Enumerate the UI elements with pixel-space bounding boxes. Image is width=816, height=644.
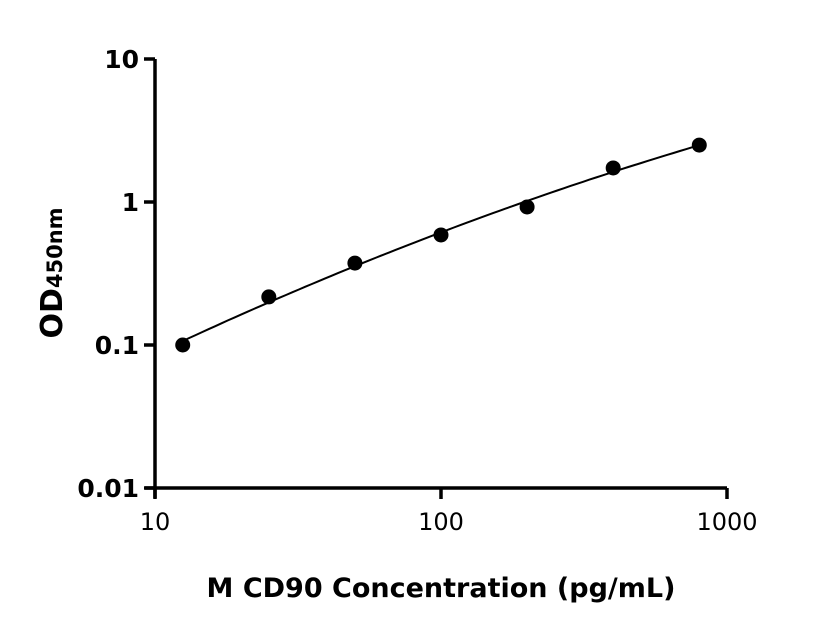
- axes: 0.01 0.1 1 10 10 100 1000: [77, 45, 757, 536]
- y-tick-label: 1: [122, 188, 139, 217]
- data-point: [175, 337, 191, 353]
- y-tick-label: 0.1: [95, 331, 139, 360]
- data-point: [433, 227, 449, 243]
- x-axis-label: M CD90 Concentration (pg/mL): [207, 573, 676, 604]
- x-tick-label: 10: [140, 508, 171, 536]
- fit-curve: [182, 144, 700, 342]
- data-point: [261, 289, 277, 305]
- y-axis-label: OD450nm: [35, 207, 70, 338]
- data-points: [175, 137, 707, 353]
- y-axis-label-sub: 450nm: [43, 207, 67, 288]
- y-axis-label-main: OD: [35, 288, 70, 338]
- data-point: [691, 137, 707, 153]
- x-tick-label: 100: [418, 508, 464, 536]
- data-point: [347, 255, 363, 271]
- y-tick-label: 10: [104, 45, 139, 74]
- y-tick-label: 0.01: [77, 474, 139, 503]
- data-point: [605, 160, 621, 176]
- data-point: [519, 199, 535, 215]
- x-tick-label: 1000: [696, 508, 757, 536]
